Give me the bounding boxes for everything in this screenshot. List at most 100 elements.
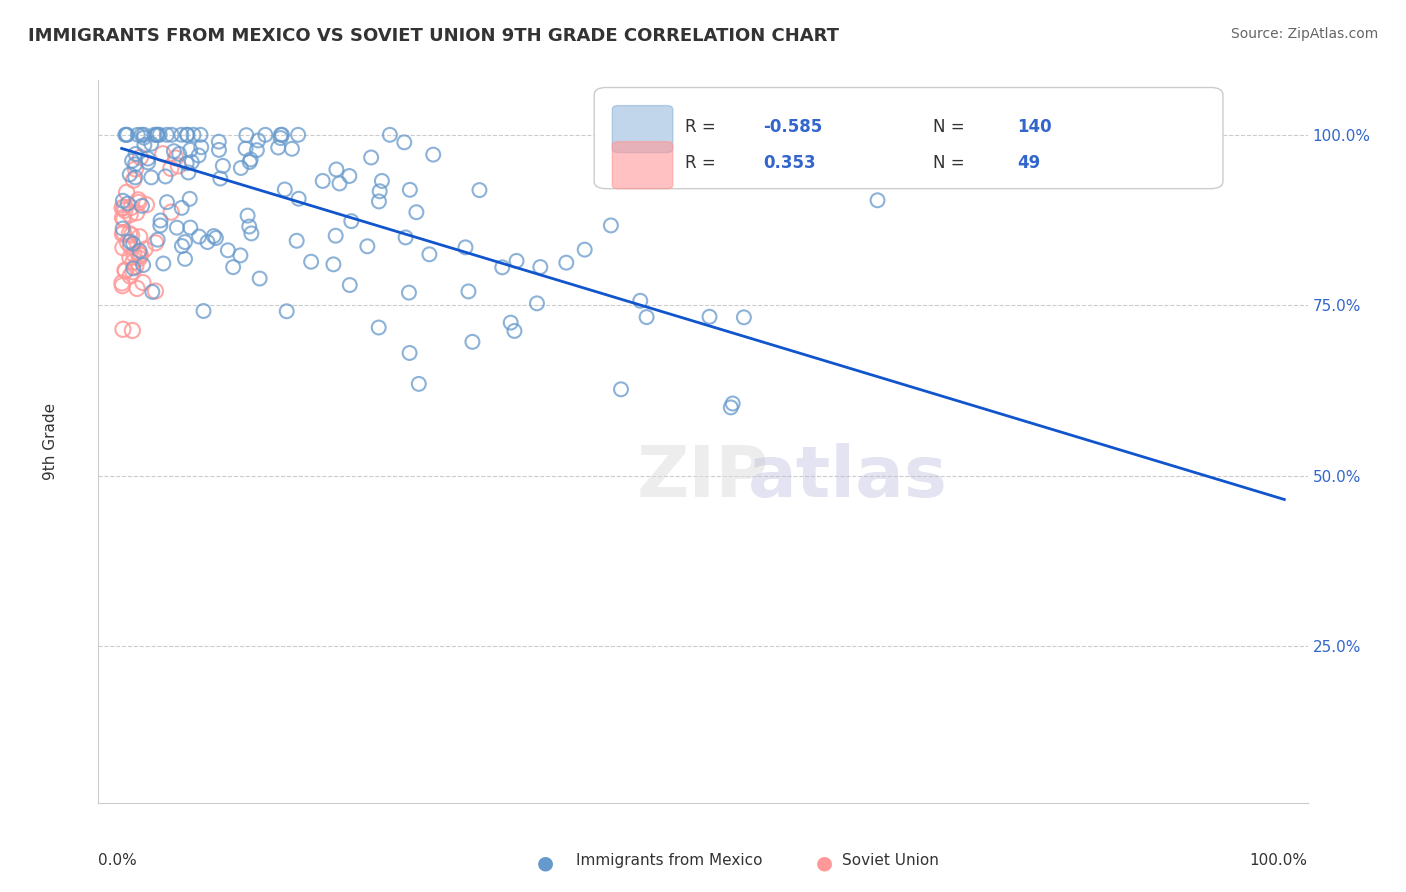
Text: 0.353: 0.353 [763,154,815,172]
Point [112,201,135,215]
Point [408,376,430,391]
Point [239,153,262,167]
Point [461,334,484,349]
Point [132,258,155,272]
Point [285,234,308,248]
Point [111,241,134,255]
Point [159,161,181,176]
Text: IMMIGRANTS FROM MEXICO VS SOVIET UNION 9TH GRADE CORRELATION CHART: IMMIGRANTS FROM MEXICO VS SOVIET UNION 9… [28,27,839,45]
Point [131,199,153,213]
Text: 100.0%: 100.0% [1250,854,1308,869]
Point [165,151,187,165]
Point [112,226,135,240]
Point [141,136,163,151]
Point [866,194,889,208]
Point [156,195,179,210]
Point [146,128,169,142]
Point [179,143,201,157]
Text: R =: R = [685,154,721,172]
Point [128,248,150,262]
Point [276,304,298,318]
Text: N =: N = [932,119,970,136]
Point [155,169,177,184]
Point [127,128,149,142]
Point [208,143,231,157]
Point [120,208,142,222]
Point [152,256,174,270]
Point [176,128,198,142]
Point [733,310,755,325]
Point [599,219,621,233]
Point [322,257,344,271]
Point [125,205,148,219]
Point [378,128,401,142]
Point [128,195,150,210]
Point [190,128,212,142]
Point [145,235,167,250]
Text: Immigrants from Mexico: Immigrants from Mexico [576,854,762,869]
Point [121,255,143,269]
Point [183,128,205,142]
Point [721,396,744,410]
Point [367,320,389,334]
Point [156,128,179,142]
Point [422,147,444,161]
Point [111,322,134,336]
Point [208,135,231,149]
Point [166,220,188,235]
Point [125,260,148,274]
Point [141,285,163,299]
Point [281,142,304,156]
Point [145,284,167,298]
Point [176,128,198,142]
Point [454,240,477,254]
Point [128,252,150,266]
Point [299,254,322,268]
Point [174,235,197,249]
Point [325,162,347,177]
Point [120,268,142,283]
Point [179,192,201,206]
Text: 140: 140 [1018,119,1052,136]
Point [111,211,134,225]
Point [249,271,271,285]
Point [128,229,150,244]
Point [457,285,479,299]
Point [121,323,143,337]
Point [146,233,169,247]
Point [160,205,183,219]
Point [368,194,391,209]
Point [267,140,290,154]
Point [699,310,721,324]
Point [117,196,139,211]
Point [134,242,156,256]
Point [127,245,149,260]
Point [145,128,167,142]
Point [398,285,420,300]
Point [129,248,152,262]
Point [122,265,145,279]
Point [394,230,416,244]
Point [246,143,269,157]
Point [503,324,526,338]
Point [111,227,134,241]
Point [136,155,159,169]
Point [118,168,141,182]
Point [163,145,186,159]
Point [114,263,136,277]
Point [146,128,169,142]
Point [217,244,239,258]
Point [398,346,420,360]
Point [340,214,363,228]
Text: 0.0%: 0.0% [98,854,138,869]
Point [271,128,294,142]
Point [115,128,138,142]
Point [141,170,163,185]
Point [360,151,382,165]
Text: ZIP: ZIP [637,443,769,512]
Point [114,264,136,278]
Point [239,155,262,169]
Point [135,198,157,212]
Point [120,239,142,253]
Point [129,150,152,164]
